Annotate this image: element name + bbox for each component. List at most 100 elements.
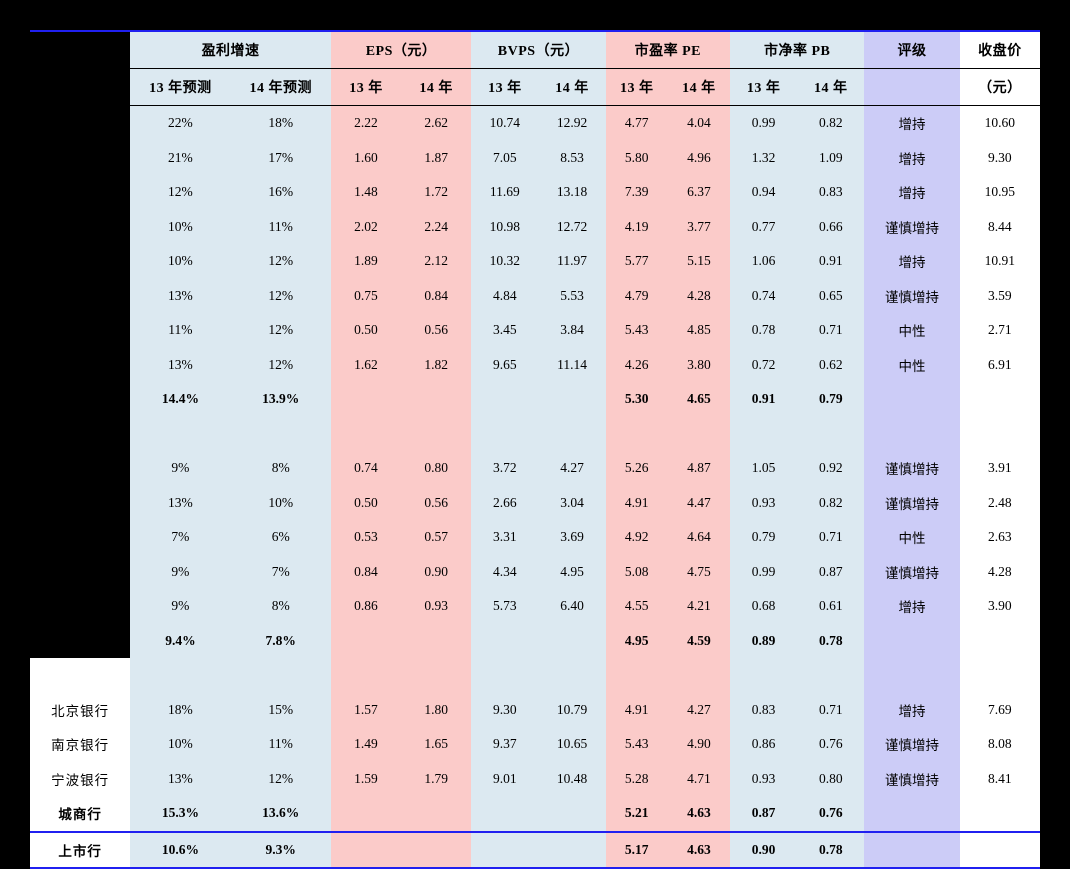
cell-rating: 增持 (864, 244, 960, 279)
table-row: 7% 6% 0.53 0.57 3.31 3.69 4.92 4.64 0.79 0.71 中性 2.… (30, 520, 1040, 555)
cell-growth-13: 13% (130, 278, 231, 313)
cell-close-price: 3.91 (959, 451, 1040, 486)
cell-pe-13: 5.30 (605, 382, 668, 417)
row-label: 南京银行 (30, 727, 131, 762)
cell-eps-14: 1.82 (401, 347, 472, 382)
header-sub-growth-14: 14 年预测 (230, 68, 331, 106)
header-sub-bvps-13: 13 年 (471, 68, 539, 106)
cell-rating: 中性 (864, 347, 960, 382)
cell-eps-13: 0.50 (330, 485, 402, 520)
slide-canvas: 盈利增速 EPS（元） BVPS（元） 市盈率 PE 市净率 PB 评级 收盘价… (30, 30, 1040, 869)
cell-growth-13: 9% (130, 589, 231, 624)
cell-pe-14: 6.37 (667, 175, 730, 210)
cell-pb-13: 0.78 (730, 313, 798, 348)
cell-bvps-14 (538, 796, 606, 832)
cell-eps-13: 1.59 (330, 761, 402, 796)
financial-summary-table: 盈利增速 EPS（元） BVPS（元） 市盈率 PE 市净率 PB 评级 收盘价… (30, 30, 1040, 869)
header-group-rating: 评级 (864, 30, 960, 69)
cell-pe-13: 4.26 (605, 347, 668, 382)
cell-rating (864, 623, 960, 658)
cell-growth-14: 10% (230, 485, 331, 520)
cell-eps-13 (330, 830, 402, 869)
cell-eps-14 (401, 658, 472, 693)
cell-close-price: 3.90 (959, 589, 1040, 624)
cell-pb-13: 0.93 (730, 485, 798, 520)
cell-growth-14: 12% (230, 278, 331, 313)
cell-bvps-13: 3.31 (471, 520, 539, 555)
cell-bvps-13 (471, 623, 539, 658)
cell-eps-13: 1.57 (330, 692, 402, 727)
cell-close-price (959, 382, 1040, 417)
row-label (30, 313, 131, 348)
cell-growth-13: 13% (130, 761, 231, 796)
cell-growth-14: 8% (230, 451, 331, 486)
cell-bvps-13: 11.69 (471, 175, 539, 210)
cell-pb-14: 0.76 (797, 796, 865, 832)
row-label: 城商行 (30, 796, 131, 832)
header-group-pb: 市净率 PB (730, 30, 865, 69)
cell-growth-14: 7.8% (230, 623, 331, 658)
header-sub-growth-13: 13 年预测 (130, 68, 231, 106)
cell-pb-13 (730, 658, 798, 693)
cell-growth-14 (230, 416, 331, 451)
cell-eps-13: 0.53 (330, 520, 402, 555)
table-subtotal-row: 9.4% 7.8% 4.95 4.59 0.89 0.78 (30, 623, 1040, 658)
cell-close-price: 10.60 (959, 105, 1040, 141)
cell-pb-14: 0.87 (797, 554, 865, 589)
cell-eps-14: 2.24 (401, 209, 472, 244)
cell-pb-14 (797, 658, 865, 693)
cell-pe-13: 5.08 (605, 554, 668, 589)
cell-bvps-13: 5.73 (471, 589, 539, 624)
cell-rating: 增持 (864, 692, 960, 727)
table-row: 10% 11% 2.02 2.24 10.98 12.72 4.19 3.77 0.77 0.66… (30, 209, 1040, 244)
cell-pb-13: 0.93 (730, 761, 798, 796)
cell-rating: 谨慎增持 (864, 209, 960, 244)
cell-pe-13: 4.91 (605, 692, 668, 727)
cell-close-price: 10.95 (959, 175, 1040, 210)
cell-eps-13: 0.75 (330, 278, 402, 313)
cell-rating (864, 796, 960, 832)
cell-growth-14: 15% (230, 692, 331, 727)
cell-bvps-13: 10.98 (471, 209, 539, 244)
header-group-eps: EPS（元） (330, 30, 472, 69)
table-subtotal-row: 14.4% 13.9% 5.30 4.65 0.91 0.79 (30, 382, 1040, 417)
cell-growth-13: 10% (130, 244, 231, 279)
cell-pb-14: 0.82 (797, 105, 865, 141)
cell-pb-13: 0.90 (730, 830, 798, 869)
cell-eps-14: 1.79 (401, 761, 472, 796)
table-row: 21% 17% 1.60 1.87 7.05 8.53 5.80 4.96 1.32 1.09 增持… (30, 140, 1040, 175)
cell-close-price: 4.28 (959, 554, 1040, 589)
cell-growth-13: 7% (130, 520, 231, 555)
cell-growth-13: 22% (130, 105, 231, 141)
cell-bvps-13: 4.84 (471, 278, 539, 313)
cell-pb-14: 0.65 (797, 278, 865, 313)
cell-pb-13: 0.77 (730, 209, 798, 244)
cell-pe-13: 5.80 (605, 140, 668, 175)
cell-eps-13: 0.74 (330, 451, 402, 486)
cell-eps-13: 1.60 (330, 140, 402, 175)
cell-eps-13: 1.49 (330, 727, 402, 762)
cell-bvps-14: 3.84 (538, 313, 606, 348)
cell-growth-13 (130, 416, 231, 451)
cell-rating (864, 830, 960, 869)
header-sub-eps-13: 13 年 (330, 68, 402, 106)
cell-eps-13: 0.50 (330, 313, 402, 348)
cell-pb-13: 0.74 (730, 278, 798, 313)
cell-growth-13: 10% (130, 727, 231, 762)
cell-close-price: 9.30 (959, 140, 1040, 175)
row-label: 宁波银行 (30, 761, 131, 796)
cell-bvps-13: 9.65 (471, 347, 539, 382)
cell-rating: 中性 (864, 520, 960, 555)
cell-growth-13: 9% (130, 554, 231, 589)
cell-pe-14: 4.27 (667, 692, 730, 727)
cell-growth-14: 12% (230, 244, 331, 279)
cell-pe-14: 3.77 (667, 209, 730, 244)
cell-eps-13 (330, 416, 402, 451)
cell-bvps-13: 3.72 (471, 451, 539, 486)
cell-bvps-13: 7.05 (471, 140, 539, 175)
cell-rating: 增持 (864, 140, 960, 175)
cell-pe-14: 4.63 (667, 830, 730, 869)
cell-pb-13: 1.05 (730, 451, 798, 486)
row-label (30, 451, 131, 486)
cell-rating: 谨慎增持 (864, 451, 960, 486)
